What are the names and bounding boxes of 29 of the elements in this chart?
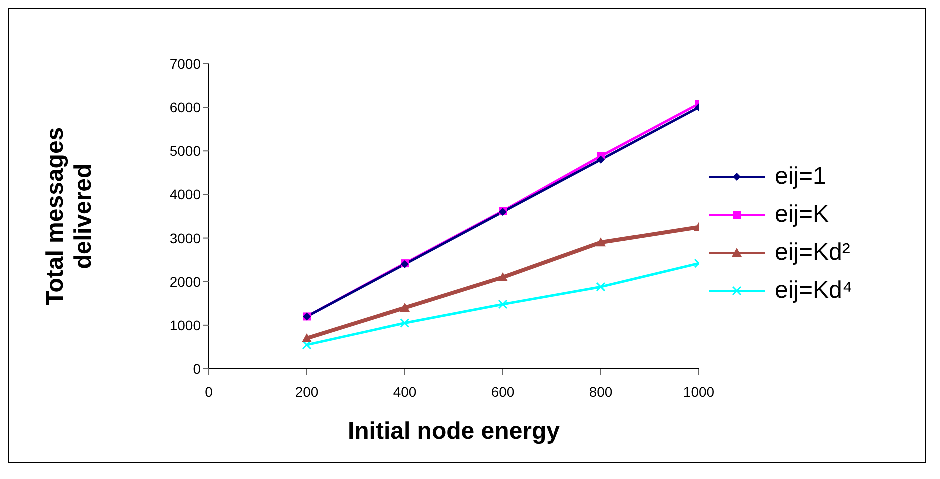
x-tick-label: 400 [393, 384, 417, 400]
point [400, 303, 410, 312]
point [597, 156, 605, 164]
x-tick-label: 800 [589, 384, 613, 400]
y-tick-label: 5000 [170, 143, 202, 160]
y-tick-label: 3000 [170, 230, 202, 246]
y-tick-label: 0 [193, 360, 202, 377]
y-tick-label: 1000 [170, 317, 202, 334]
point [498, 300, 508, 310]
point [400, 318, 410, 328]
point [498, 272, 508, 282]
legend-label: eij=K [775, 201, 830, 229]
y-tick-label: 4000 [170, 186, 202, 203]
y-tick-label: 2000 [170, 274, 202, 290]
legend-label: eij=Kd² [775, 239, 850, 267]
legend-label: eij=Kd⁴ [775, 277, 853, 305]
y-tick-label: 7000 [170, 56, 202, 72]
point [596, 238, 606, 247]
point [302, 340, 312, 350]
y-axis-title: Total messages delivered [42, 127, 97, 306]
point [596, 282, 606, 292]
y-tick-label: 6000 [170, 100, 202, 116]
point [302, 334, 312, 342]
x-tick-label: 0 [205, 384, 214, 400]
x-axis-title: Initial node energy [348, 418, 561, 445]
x-tick-label: 200 [295, 384, 319, 400]
legend-label: eij=1 [775, 163, 826, 191]
x-tick-label: 600 [491, 384, 515, 400]
x-tick-label: 1000 [683, 384, 715, 400]
